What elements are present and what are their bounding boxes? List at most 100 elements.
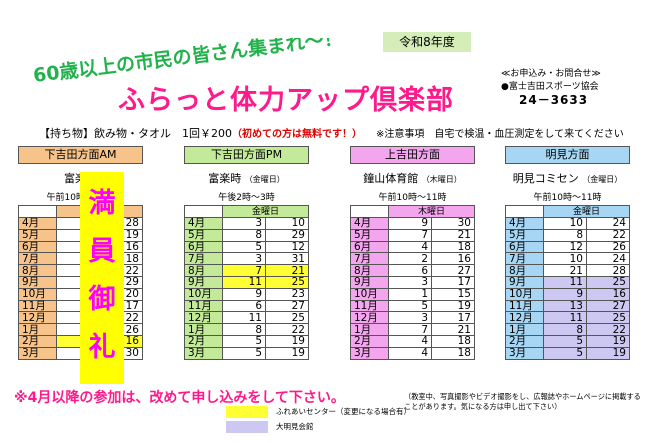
- header-blank-cell: [350, 205, 389, 218]
- schedule-panel: 下吉田方面PM 富楽時 （金曜日） 午後2時～3時 金曜日 4月 3 10 5月 8 29 6月 5 1…: [184, 146, 309, 360]
- date-cell: 10: [265, 217, 309, 230]
- date-cell: 19: [431, 299, 475, 313]
- date-cell: 17: [431, 311, 475, 325]
- date-cell: 7: [388, 323, 432, 336]
- month-cell: 6月: [505, 240, 544, 254]
- month-cell: 12月: [350, 311, 389, 325]
- date-cell: 6: [388, 264, 432, 277]
- table-header-row: 木曜日: [350, 205, 475, 218]
- legend-swatch: [226, 421, 268, 433]
- table-row: 3月 5 19: [505, 346, 630, 360]
- month-cell: 11月: [505, 299, 544, 313]
- month-cell: 9月: [350, 275, 389, 289]
- table-row: 5月 7 21: [350, 228, 475, 242]
- month-cell: 12月: [184, 311, 223, 325]
- fiscal-year-badge: 令和8年度: [383, 32, 471, 52]
- date-cell: 4: [388, 334, 432, 348]
- fully-booked-char: 御: [88, 284, 116, 315]
- date-cell: 15: [431, 287, 475, 301]
- month-cell: 9月: [505, 275, 544, 289]
- table-row: 4月 10 24: [505, 217, 630, 230]
- date-cell: 29: [265, 228, 309, 242]
- month-cell: 2月: [184, 334, 223, 348]
- headline: 60歳以上の市民の皆さん集まれ～！: [32, 38, 344, 87]
- header-blank-cell: [18, 205, 57, 218]
- table-row: 8月 6 27: [350, 264, 475, 277]
- table-row: 5月 8 29: [184, 228, 309, 242]
- month-cell: 1月: [18, 323, 57, 336]
- table-row: 1月 7 21: [350, 323, 475, 336]
- table-row: 4月 9 30: [350, 217, 475, 230]
- month-cell: 10月: [184, 287, 223, 301]
- date-cell: 4: [388, 240, 432, 254]
- date-cell: 22: [586, 228, 630, 242]
- venue-day: （金曜日）: [244, 175, 285, 184]
- date-cell: 5: [222, 240, 266, 254]
- schedule-table: 木曜日 4月 9 30 5月 7 21 6月 4 18 7月 2 16 8月 6 27 9月 3 17 10月 1 15 1…: [350, 205, 475, 360]
- date-cell: 12: [543, 240, 587, 254]
- table-row: 9月 3 17: [350, 275, 475, 289]
- legend-swatch: [226, 406, 268, 418]
- table-header-row: 金曜日: [184, 205, 309, 218]
- table-row: 6月 4 18: [350, 240, 475, 254]
- weekday-header: 金曜日: [543, 205, 630, 218]
- schedule-panel: 明見方面 明見コミセン （金曜日） 午前10時～11時 金曜日 4月 10 24 5月 8 22 6…: [505, 146, 630, 360]
- date-cell: 19: [586, 334, 630, 348]
- table-row: 5月 8 22: [505, 228, 630, 242]
- date-cell: 8: [543, 323, 587, 336]
- date-cell: 2: [388, 252, 432, 266]
- date-cell: 10: [543, 217, 587, 230]
- panel-venue: 富楽時 （金曜日）: [184, 170, 309, 186]
- date-cell: 23: [265, 287, 309, 301]
- table-row: 2月 5 19: [184, 334, 309, 348]
- month-cell: 4月: [350, 217, 389, 230]
- date-cell: 22: [265, 323, 309, 336]
- date-cell: 18: [431, 240, 475, 254]
- date-cell: 3: [222, 252, 266, 266]
- month-cell: 2月: [505, 334, 544, 348]
- date-cell: 25: [586, 311, 630, 325]
- month-cell: 8月: [350, 264, 389, 277]
- month-cell: 10月: [505, 287, 544, 301]
- month-cell: 3月: [18, 346, 57, 360]
- date-cell: 7: [222, 264, 266, 277]
- table-row: 12月 11 25: [184, 311, 309, 325]
- venue-name: 鐘山体育館: [363, 172, 419, 185]
- date-cell: 3: [388, 275, 432, 289]
- month-cell: 7月: [350, 252, 389, 266]
- month-cell: 9月: [18, 275, 57, 289]
- date-cell: 25: [265, 275, 309, 289]
- panel-header: 下吉田方面PM: [184, 146, 309, 164]
- legend-label: ふれあいセンター（変更になる場合有）: [276, 407, 411, 416]
- date-cell: 11: [222, 275, 266, 289]
- table-row: 11月 13 27: [505, 299, 630, 313]
- date-cell: 16: [431, 252, 475, 266]
- table-row: 10月 9 16: [505, 287, 630, 301]
- date-cell: 16: [586, 287, 630, 301]
- date-cell: 11: [222, 311, 266, 325]
- month-cell: 10月: [350, 287, 389, 301]
- panel-header: 上吉田方面: [350, 146, 475, 164]
- date-cell: 10: [543, 252, 587, 266]
- table-row: 6月 12 26: [505, 240, 630, 254]
- table-header-row: 金曜日: [505, 205, 630, 218]
- month-cell: 12月: [505, 311, 544, 325]
- month-cell: 2月: [350, 334, 389, 348]
- month-cell: 5月: [184, 228, 223, 242]
- month-cell: 4月: [18, 217, 57, 230]
- month-cell: 8月: [18, 264, 57, 277]
- month-cell: 5月: [18, 228, 57, 242]
- date-cell: 18: [431, 334, 475, 348]
- venue-day: （木曜日）: [421, 175, 462, 184]
- date-cell: 27: [586, 299, 630, 313]
- table-row: 2月 4 18: [350, 334, 475, 348]
- legend-item-yellow: ふれあいセンター（変更になる場合有）: [226, 406, 426, 418]
- contact-organization: ●富士吉田スポーツ協会: [501, 82, 599, 92]
- table-row: 7月 3 31: [184, 252, 309, 266]
- table-row: 11月 5 19: [350, 299, 475, 313]
- panel-header: 明見方面: [505, 146, 630, 164]
- date-cell: 5: [222, 334, 266, 348]
- month-cell: 7月: [505, 252, 544, 266]
- caution-note: ※注意事項 自宅で検温・血圧測定をして来てください: [376, 129, 624, 140]
- table-row: 1月 8 22: [184, 323, 309, 336]
